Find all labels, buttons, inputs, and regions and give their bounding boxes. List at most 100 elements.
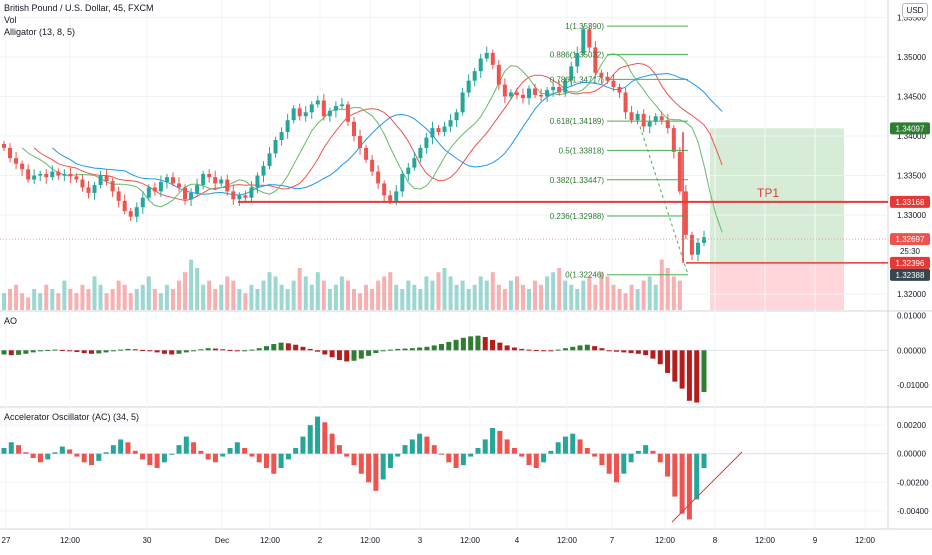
candle-body [527, 88, 531, 99]
candle-body [134, 207, 139, 217]
volume-bar [116, 280, 121, 310]
ao-bar [694, 350, 700, 403]
ac-bar [606, 453, 612, 474]
candle-body [285, 120, 290, 133]
ac-bar [307, 425, 313, 454]
candle-body [436, 128, 441, 133]
x-tick-label: 12:00 [755, 536, 776, 545]
ao-bar [110, 350, 116, 352]
candle-body [315, 100, 320, 105]
ao-tick-label: 0.00000 [897, 346, 926, 355]
volume-bar [466, 289, 471, 310]
x-tick-label: 12:00 [855, 536, 876, 545]
ao-bar [453, 339, 459, 351]
ac-bar [511, 448, 517, 454]
volume-bar [436, 272, 441, 310]
volume-bar [520, 284, 525, 310]
ac-bar [198, 450, 204, 454]
volume-bar [146, 276, 151, 310]
price-tick-label: 1.34500 [897, 92, 926, 101]
x-tick-label: 8 [713, 536, 718, 545]
volume-bar [358, 293, 363, 310]
ao-bar [541, 350, 547, 352]
ac-bar [526, 453, 532, 466]
volume-bar [388, 272, 393, 310]
ao-bar [37, 350, 43, 352]
ao-bar [628, 350, 634, 354]
ao-bar [264, 346, 269, 351]
volume-bar [170, 289, 175, 310]
volume-bar [291, 280, 296, 310]
ao-bar [548, 350, 554, 352]
candle-body [352, 121, 356, 137]
volume-bar [261, 280, 266, 310]
volume-bar [14, 284, 19, 310]
candle-body [303, 112, 308, 117]
price-tick-label: 1.33000 [897, 211, 926, 220]
ao-bar [256, 348, 262, 351]
volume-bar [92, 276, 97, 310]
ac-bar [344, 453, 350, 457]
price-tag [890, 256, 930, 269]
ao-bar [402, 348, 408, 351]
price-tag [890, 195, 930, 208]
x-tick-label: Dec [215, 536, 229, 545]
volume-bar [460, 280, 465, 310]
ao-bar [147, 350, 153, 352]
price-tag-label: 25:30 [900, 247, 921, 256]
candle-body [309, 104, 314, 113]
ac-bar [373, 453, 379, 491]
volume-bar [195, 268, 200, 310]
ao-bar [570, 346, 576, 351]
ao-bar [468, 336, 474, 351]
volume-bar [327, 289, 332, 310]
candle-body [104, 175, 109, 182]
candle-body [647, 121, 652, 127]
candle-body [321, 100, 326, 117]
candle-body [653, 116, 658, 122]
ac-bar [1, 448, 7, 454]
ac-bar [103, 452, 109, 454]
ac-legend: Accelerator Oscillator (AC) (34, 5) [4, 412, 140, 422]
ao-bar [672, 350, 678, 382]
fib-level-label: 0.5(1.33818) [559, 146, 605, 155]
volume-bar [345, 280, 350, 310]
price-tag [890, 122, 930, 135]
ac-bar [191, 442, 197, 454]
volume-bar [122, 284, 127, 310]
ac-bar [183, 436, 189, 454]
ao-bar [395, 348, 401, 351]
volume-bar [321, 280, 326, 310]
candle-body [689, 234, 694, 255]
candle-body [255, 175, 260, 188]
volume-bar [333, 284, 338, 310]
candle-body [418, 147, 423, 159]
ao-bar [183, 350, 189, 353]
candle-body [472, 71, 477, 81]
candle-body [665, 120, 670, 129]
ac-bar [249, 453, 255, 457]
ao-bar [242, 350, 248, 352]
volume-bar [671, 276, 676, 310]
candle-body [376, 171, 381, 184]
ac-bar [45, 453, 51, 460]
volume-bar [394, 284, 399, 310]
volume-bar [472, 284, 477, 310]
ac-bar [110, 445, 116, 454]
candle-body [201, 173, 206, 186]
ao-bar [307, 348, 313, 351]
ao-bar [336, 350, 342, 361]
ac-bar [358, 453, 364, 474]
candle-body [370, 159, 375, 172]
candle-body [617, 86, 622, 93]
ac-bar [562, 436, 568, 454]
volume-bar [478, 276, 483, 310]
candle-body [587, 29, 592, 48]
ac-bar [475, 448, 481, 454]
candle-body [454, 112, 459, 121]
price-tag-label: 1.34097 [896, 124, 925, 133]
currency-badge[interactable]: USD [902, 3, 928, 18]
ac-bar [402, 445, 408, 454]
candle-body [20, 163, 25, 170]
x-tick-label: 30 [143, 536, 152, 545]
